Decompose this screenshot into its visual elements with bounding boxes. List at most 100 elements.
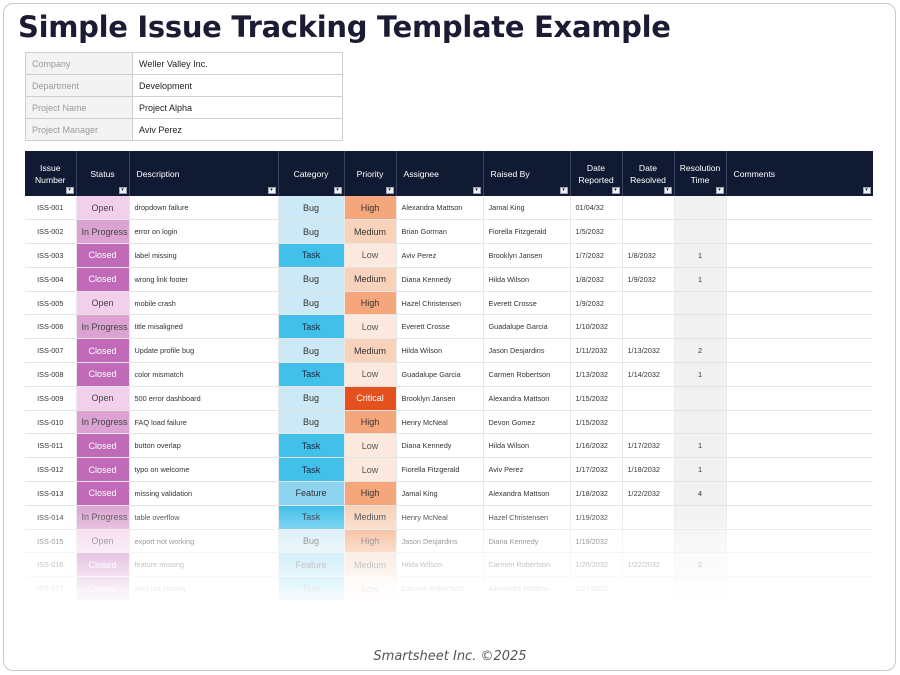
info-value[interactable]: Weller Valley Inc. [132, 52, 343, 75]
issue-number-cell[interactable]: ISS-005 [25, 291, 77, 316]
comments-cell[interactable] [726, 433, 873, 459]
filter-dropdown-icon[interactable]: ▾ [472, 187, 481, 194]
date-reported-cell[interactable]: 1/21/2032 [570, 576, 623, 602]
status-cell[interactable]: Closed [76, 576, 130, 602]
description-cell[interactable]: error on login [129, 219, 279, 245]
description-cell[interactable]: button overlap [129, 433, 279, 459]
date-reported-cell[interactable]: 1/16/2032 [570, 433, 623, 459]
resolution-time-cell[interactable]: 4 [674, 481, 727, 506]
table-row[interactable]: ISS-014 In Progress table overflow Task Medi… [25, 505, 873, 530]
comments-cell[interactable] [726, 338, 873, 364]
date-resolved-cell[interactable]: 1/22/2032 [622, 481, 675, 506]
filter-dropdown-icon[interactable]: ▾ [267, 187, 276, 194]
status-cell[interactable]: Open [76, 196, 130, 221]
description-cell[interactable]: export not working [129, 529, 279, 554]
table-row[interactable]: ISS-007 Closed Update profile bug Bug Medium… [25, 338, 873, 364]
comments-cell[interactable] [726, 386, 873, 411]
date-resolved-cell[interactable] [622, 576, 675, 602]
assignee-cell[interactable]: Henry McNeal [396, 410, 484, 435]
issue-number-cell[interactable]: ISS-016 [25, 552, 77, 578]
resolution-time-cell[interactable]: 1 [674, 433, 727, 459]
description-cell[interactable]: alert not closing [129, 576, 279, 602]
date-resolved-cell[interactable]: 1/13/2032 [622, 338, 675, 364]
category-cell[interactable]: Bug [278, 267, 345, 292]
filter-dropdown-icon[interactable]: ▾ [65, 187, 74, 194]
date-reported-cell[interactable]: 1/19/2032 [570, 505, 623, 530]
date-reported-cell[interactable]: 1/19/2032 [570, 529, 623, 554]
status-cell[interactable]: In Progress [76, 505, 130, 530]
priority-cell[interactable]: Low [344, 457, 397, 483]
description-cell[interactable]: dropdown failure [129, 196, 279, 221]
priority-cell[interactable]: Low [344, 243, 397, 268]
raised-by-cell[interactable]: Hilda Wilson [483, 267, 571, 292]
date-resolved-cell[interactable]: 1/14/2032 [622, 362, 675, 387]
table-row[interactable]: ISS-008 Closed color mismatch Task Low Guadal… [25, 362, 873, 387]
table-row[interactable]: ISS-003 Closed label missing Task Low Aviv Pe… [25, 243, 873, 268]
table-row[interactable]: ISS-004 Closed wrong link footer Bug Medium D… [25, 267, 873, 292]
issue-number-cell[interactable]: ISS-001 [25, 196, 77, 221]
issue-number-cell[interactable]: ISS-013 [25, 481, 77, 506]
category-cell[interactable]: Bug [278, 386, 345, 411]
raised-by-cell[interactable]: Fiorella Fitzgerald [483, 219, 571, 245]
assignee-cell[interactable]: Fiorella Fitzgerald [396, 457, 484, 483]
assignee-cell[interactable]: Alexandra Mattson [396, 196, 484, 221]
raised-by-cell[interactable]: Everett Crosse [483, 291, 571, 316]
resolution-time-cell[interactable]: 2 [674, 552, 727, 578]
status-cell[interactable]: Closed [76, 457, 130, 483]
issue-number-cell[interactable]: ISS-012 [25, 457, 77, 483]
comments-cell[interactable] [726, 267, 873, 292]
raised-by-cell[interactable]: Jamal King [483, 196, 571, 221]
assignee-cell[interactable]: Carmen Robertson [396, 576, 484, 602]
issue-number-cell[interactable]: ISS-015 [25, 529, 77, 554]
issue-number-cell[interactable]: ISS-002 [25, 219, 77, 245]
status-cell[interactable]: Open [76, 529, 130, 554]
priority-cell[interactable]: Medium [344, 338, 397, 364]
assignee-cell[interactable]: Hilda Wilson [396, 338, 484, 364]
issue-number-cell[interactable]: ISS-007 [25, 338, 77, 364]
description-cell[interactable]: Update profile bug [129, 338, 279, 364]
table-row[interactable]: ISS-012 Closed typo on welcome Task Low Fiore… [25, 457, 873, 483]
description-cell[interactable]: FAQ load failure [129, 410, 279, 435]
comments-cell[interactable] [726, 481, 873, 506]
category-cell[interactable]: Bug [278, 291, 345, 316]
status-cell[interactable]: Closed [76, 362, 130, 387]
date-resolved-cell[interactable]: 1/18/2032 [622, 457, 675, 483]
date-resolved-cell[interactable]: 1/8/2032 [622, 243, 675, 268]
raised-by-cell[interactable]: Aviv Perez [483, 457, 571, 483]
issue-number-cell[interactable]: ISS-004 [25, 267, 77, 292]
info-value[interactable]: Project Alpha [132, 96, 343, 119]
date-reported-cell[interactable]: 1/13/2032 [570, 362, 623, 387]
priority-cell[interactable]: Low [344, 362, 397, 387]
table-row[interactable]: ISS-005 Open mobile crash Bug High Hazel Chri… [25, 291, 873, 316]
category-cell[interactable]: Task [278, 243, 345, 268]
raised-by-cell[interactable]: Hilda Wilson [483, 433, 571, 459]
status-cell[interactable]: In Progress [76, 410, 130, 435]
description-cell[interactable]: label missing [129, 243, 279, 268]
filter-dropdown-icon[interactable]: ▾ [611, 187, 620, 194]
category-cell[interactable]: Bug [278, 219, 345, 245]
table-row[interactable]: ISS-006 In Progress title misaligned Task Lo… [25, 314, 873, 340]
priority-cell[interactable]: Low [344, 433, 397, 459]
priority-cell[interactable]: High [344, 291, 397, 316]
description-cell[interactable]: table overflow [129, 505, 279, 530]
table-row[interactable]: ISS-001 Open dropdown failure Bug High Alexan… [25, 196, 873, 221]
date-reported-cell[interactable]: 1/20/2032 [570, 552, 623, 578]
description-cell[interactable]: title misaligned [129, 314, 279, 340]
status-cell[interactable]: In Progress [76, 314, 130, 340]
category-cell[interactable]: Bug [278, 338, 345, 364]
filter-dropdown-icon[interactable]: ▾ [715, 187, 724, 194]
priority-cell[interactable]: High [344, 529, 397, 554]
issue-number-cell[interactable]: ISS-003 [25, 243, 77, 268]
comments-cell[interactable] [726, 291, 873, 316]
priority-cell[interactable]: Medium [344, 552, 397, 578]
description-cell[interactable]: feature missing [129, 552, 279, 578]
comments-cell[interactable] [726, 362, 873, 387]
priority-cell[interactable]: High [344, 196, 397, 221]
table-row[interactable]: ISS-011 Closed button overlap Task Low Diana … [25, 433, 873, 459]
assignee-cell[interactable]: Brooklyn Jansen [396, 386, 484, 411]
resolution-time-cell[interactable] [674, 196, 727, 221]
date-resolved-cell[interactable] [622, 386, 675, 411]
resolution-time-cell[interactable]: 1 [674, 267, 727, 292]
category-cell[interactable]: Feature [278, 481, 345, 506]
table-row[interactable]: ISS-016 Closed feature missing Feature Mediu… [25, 552, 873, 578]
